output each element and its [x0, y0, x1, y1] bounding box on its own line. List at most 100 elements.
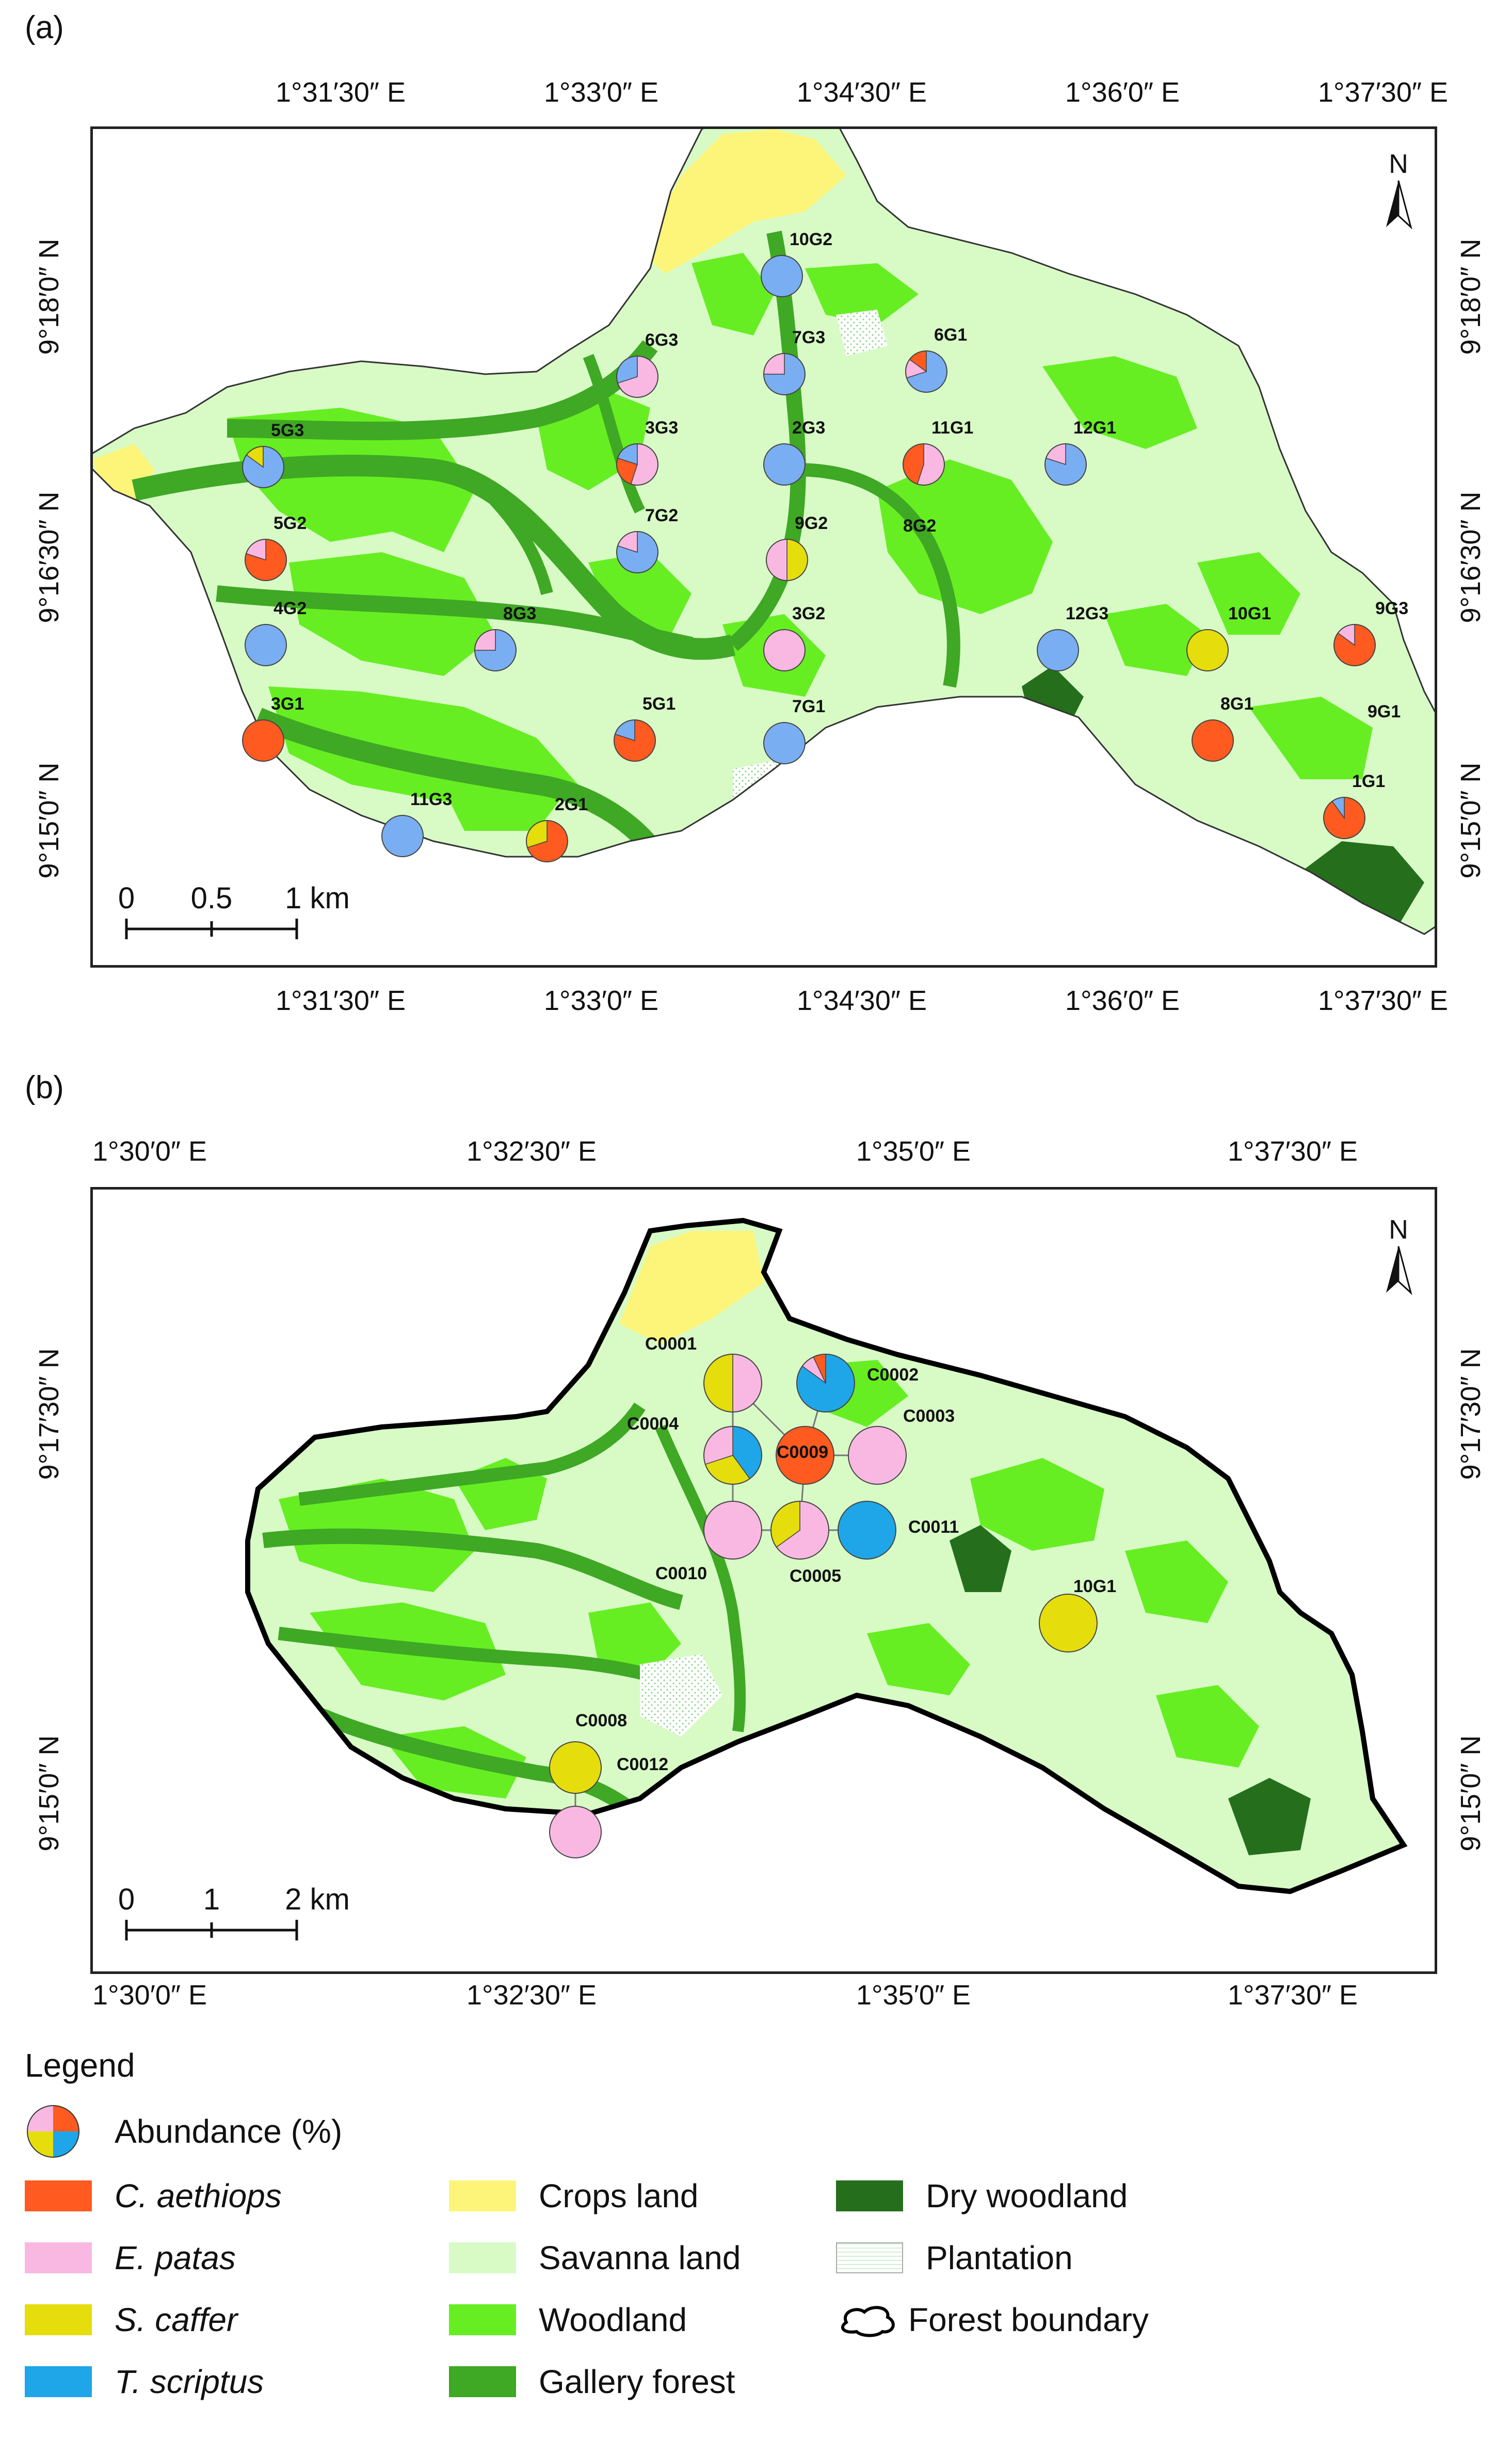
pie-outline: [245, 539, 287, 581]
site-c0008: C0008: [549, 1711, 627, 1794]
scale-label: 0.5: [191, 881, 233, 915]
scale-label: 2 km: [285, 1883, 350, 1916]
landcover-label: Dry woodland: [926, 2177, 1128, 2214]
north-arrow-icon: N: [1386, 149, 1412, 230]
pie-slice: [242, 719, 284, 762]
pie-outline: [526, 820, 568, 862]
north-arrow-icon: N: [1386, 1215, 1412, 1295]
scale-label: 1: [203, 1883, 220, 1916]
site-label: 3G1: [271, 694, 304, 714]
pie-outline: [614, 719, 656, 762]
pie-slice: [703, 1501, 762, 1560]
site-label: 5G1: [642, 694, 675, 714]
panel-b-label: (b): [25, 1070, 64, 1105]
site-label: C0003: [903, 1406, 955, 1426]
pie-outline: [770, 1501, 829, 1560]
site-2g3: 2G3: [763, 418, 825, 486]
pie-slice: [245, 624, 287, 666]
scale-bar: 0 0.5 1 km: [118, 881, 350, 939]
site-label: 10G1: [1073, 1577, 1116, 1596]
b-top-tick: 1°30′0″ E: [92, 1136, 207, 1167]
pie-outline: [703, 1426, 762, 1485]
site-label: 8G3: [503, 604, 536, 623]
swatch: [25, 2366, 92, 2397]
site-9g1: 9G1: [1368, 702, 1401, 721]
abundance-label: Abundance (%): [115, 2113, 343, 2150]
site-label: C0010: [655, 1564, 707, 1583]
site-7g1: 7G1: [763, 697, 825, 764]
site-4g2: 4G2: [245, 599, 307, 666]
site-9g2: 9G2: [766, 513, 828, 581]
pie-outline: [763, 353, 806, 395]
landcover-label: Gallery forest: [539, 2363, 735, 2400]
site-label: 5G3: [271, 421, 304, 440]
pie-outline: [242, 446, 284, 488]
site-7g3: 7G3: [763, 328, 825, 395]
pie-slice: [763, 629, 806, 671]
pie-slice: [549, 1806, 602, 1858]
site-label: C0002: [867, 1365, 919, 1385]
pie-slice: [763, 443, 806, 486]
site-8g3: 8G3: [474, 604, 536, 671]
a-right-tick: 9°15′0″ N: [1455, 762, 1486, 879]
swatch: [25, 2180, 92, 2211]
pie-outline: [616, 531, 658, 573]
panel-a-label: (a): [25, 10, 64, 45]
species-label: S. caffer: [115, 2301, 238, 2338]
pie-slice: [549, 1741, 602, 1794]
site-c0010: C0010: [655, 1501, 762, 1583]
b-left-tick: 9°15′0″ N: [34, 1735, 65, 1852]
b-bottom-tick: 1°30′0″ E: [92, 1980, 207, 2011]
site-1g1: 1G1: [1323, 772, 1385, 839]
site-label: 9G3: [1375, 599, 1408, 618]
pie-slice: [838, 1501, 896, 1560]
pie-outline: [1333, 624, 1376, 666]
legend-forest-boundary: Forest boundary: [836, 2301, 1149, 2339]
legend-species-e-patas: E. patas: [25, 2239, 236, 2277]
legend-species-t-scriptus: T. scriptus: [25, 2363, 264, 2401]
site-5g1: 5G1: [614, 694, 675, 762]
legend-woodland: Woodland: [449, 2301, 687, 2339]
site-label: 6G3: [645, 330, 678, 350]
pie-outline: [616, 356, 658, 398]
site-label: C0008: [575, 1711, 627, 1730]
site-3g3: 3G3: [616, 418, 678, 486]
site-c0003: C0003: [848, 1406, 955, 1485]
pie-outline: [703, 1354, 762, 1412]
site-label: 7G2: [645, 506, 678, 525]
a-bottom-tick: 1°31′30″ E: [275, 985, 406, 1016]
site-label: 12G3: [1066, 604, 1108, 623]
site-label: 6G1: [934, 325, 967, 345]
legend-gallery-forest: Gallery forest: [449, 2363, 735, 2401]
swatch: [25, 2304, 92, 2335]
landcover-label: Forest boundary: [908, 2301, 1149, 2338]
species-label: E. patas: [115, 2239, 236, 2276]
scale-label: 0: [118, 1883, 135, 1916]
site-5g2: 5G2: [245, 513, 307, 581]
swatch: [449, 2242, 516, 2273]
b-top-tick: 1°35′0″ E: [856, 1136, 971, 1167]
site-9g3: 9G3: [1333, 599, 1408, 666]
site-label: 10G1: [1228, 604, 1271, 623]
species-label: T. scriptus: [115, 2363, 264, 2400]
site-label: 5G2: [274, 513, 307, 533]
site-3g2: 3G2: [763, 604, 825, 671]
site-c0011: C0011: [838, 1501, 959, 1560]
pie-slice: [763, 722, 806, 764]
site-11g1: 11G1: [903, 418, 973, 486]
site-11g3: 11G3: [381, 790, 452, 857]
site-label: 3G3: [645, 418, 678, 438]
site-label: 8G1: [1220, 694, 1253, 714]
site-5g3: 5G3: [242, 421, 304, 488]
legend-dry-woodland: Dry woodland: [836, 2177, 1128, 2215]
site-c0012: C0012: [549, 1755, 668, 1858]
a-left-tick: 9°15′0″ N: [34, 762, 65, 879]
pie-outline: [766, 539, 808, 581]
swatch: [25, 2242, 92, 2273]
sites-layer-b: C0001 C0002 C0004 C0009 C0003 C0010 C0005 C0011…: [549, 1334, 1116, 1858]
a-bottom-tick: 1°37′30″ E: [1317, 985, 1449, 1016]
site-label: 1G1: [1352, 772, 1385, 791]
site-label: 4G2: [274, 599, 307, 618]
pie-slice: [1192, 719, 1234, 762]
